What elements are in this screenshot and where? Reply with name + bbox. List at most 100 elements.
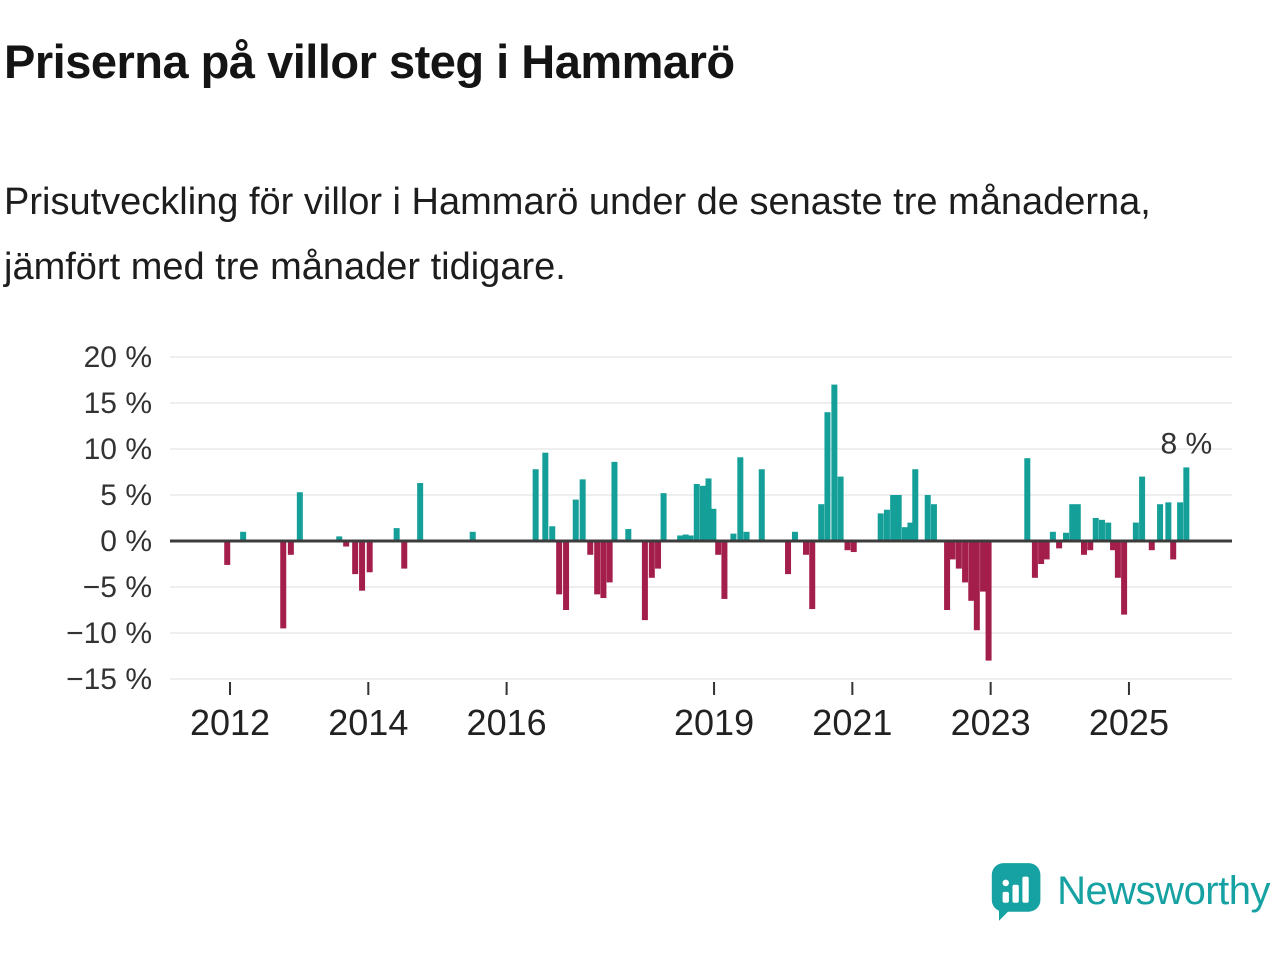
bar [818, 504, 825, 541]
bar [549, 526, 556, 541]
bar [296, 492, 303, 541]
bar [844, 541, 851, 551]
bar [579, 479, 586, 541]
bar [912, 469, 919, 541]
bar [791, 531, 798, 541]
bar [930, 504, 937, 541]
bar [850, 541, 857, 553]
bar [901, 527, 908, 541]
bar [758, 469, 765, 541]
bar [785, 541, 792, 575]
svg-text:−5 %: −5 % [83, 571, 152, 604]
latest-value-annotation: 8 % [1160, 427, 1212, 460]
svg-text:2012: 2012 [190, 702, 270, 743]
bar [1063, 532, 1070, 541]
bar [1110, 541, 1117, 551]
bar [710, 508, 717, 541]
svg-text:2021: 2021 [812, 702, 892, 743]
bar [985, 541, 992, 661]
bar [1087, 541, 1094, 551]
bar [1132, 522, 1139, 541]
svg-text:15 %: 15 % [84, 387, 152, 420]
bar [600, 541, 607, 599]
bar [737, 457, 744, 541]
bar [343, 541, 350, 547]
svg-text:2014: 2014 [328, 702, 408, 743]
bar [393, 528, 400, 541]
bar [968, 541, 975, 601]
brand-footer: Newsworthy [990, 860, 1270, 922]
bar [611, 461, 618, 541]
bar [907, 522, 914, 541]
bar [1157, 504, 1164, 541]
bar [1098, 519, 1105, 541]
bar [705, 478, 712, 541]
bar [1183, 467, 1190, 541]
bar [1165, 502, 1172, 541]
bar [883, 509, 890, 541]
bar [352, 541, 359, 575]
bar [563, 541, 570, 610]
bar [280, 541, 287, 629]
bar [587, 541, 594, 555]
bar [1024, 458, 1031, 541]
svg-text:2016: 2016 [467, 702, 547, 743]
bar [1170, 541, 1177, 560]
bar [542, 452, 549, 541]
bar [877, 513, 884, 541]
bar [831, 384, 838, 541]
svg-text:−15 %: −15 % [66, 663, 152, 696]
bar [572, 499, 579, 541]
bar [803, 541, 810, 555]
svg-text:20 %: 20 % [84, 341, 152, 374]
bar [1038, 541, 1045, 564]
bar [366, 541, 373, 573]
newsworthy-logo-icon [991, 863, 1041, 921]
bar [1069, 504, 1076, 541]
bar [715, 541, 722, 555]
bar [924, 495, 931, 541]
bar [224, 541, 231, 565]
bar [699, 485, 706, 541]
bar [1139, 476, 1146, 541]
bar [890, 495, 897, 541]
bar [240, 531, 247, 541]
bar [743, 531, 750, 541]
svg-text:2019: 2019 [674, 702, 754, 743]
bar [606, 541, 613, 583]
bar [532, 469, 539, 541]
bar [287, 541, 294, 555]
bar [1092, 518, 1099, 541]
svg-text:10 %: 10 % [84, 433, 152, 466]
bar [625, 529, 632, 541]
bar-chart: 20 % 15 % 10 % 5 % 0 % −5 % −10 % −15 % 2012 2014… [66, 341, 1232, 743]
bar [1105, 522, 1112, 541]
bar [660, 493, 667, 541]
bar [721, 541, 728, 599]
bar [1081, 541, 1088, 555]
bar [1121, 541, 1128, 615]
bar [980, 541, 987, 592]
bar [962, 541, 969, 583]
bar [895, 495, 902, 541]
svg-text:−10 %: −10 % [66, 617, 152, 650]
bar [1177, 502, 1184, 541]
bar [556, 541, 563, 595]
bar [949, 541, 956, 560]
bar [1074, 504, 1081, 541]
bar [648, 541, 655, 578]
bar [1148, 541, 1155, 551]
bar [693, 483, 700, 541]
brand-name: Newsworthy [1057, 868, 1270, 913]
bar [417, 483, 424, 541]
bar [359, 541, 366, 591]
bar [677, 535, 684, 541]
bar [469, 531, 476, 541]
bar [730, 533, 737, 541]
bar [1114, 541, 1121, 578]
bar [682, 534, 689, 541]
svg-text:0 %: 0 % [100, 525, 152, 558]
bar [1043, 541, 1050, 560]
bar [687, 535, 694, 541]
